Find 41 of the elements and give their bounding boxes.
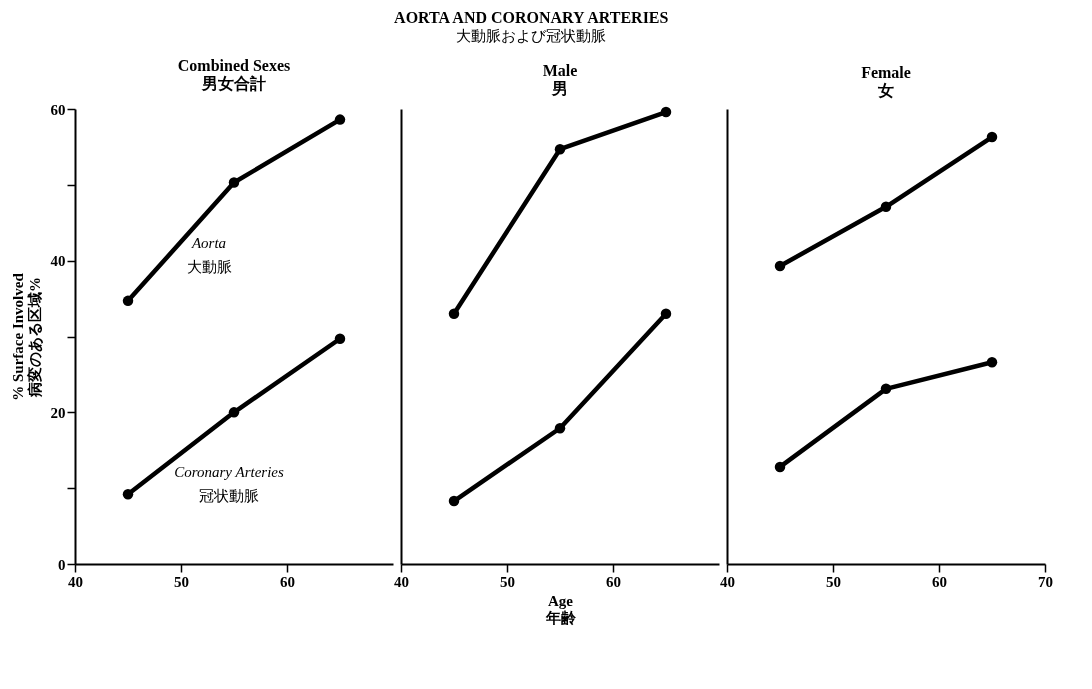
x-tick-label: 40 — [394, 573, 409, 590]
chart-title: Combined Sexes 男女合計 — [177, 57, 291, 92]
x-tick-label: 50 — [500, 573, 515, 590]
x-tick-label: 60 — [280, 573, 295, 590]
y-tick-label: 0 — [58, 556, 66, 573]
text: 大動脈および冠状動脈 — [456, 28, 607, 44]
chart-title: Female 女 — [861, 64, 911, 99]
x-axis-title: Age 年齢 — [544, 592, 577, 626]
y-tick-label: 20 — [50, 404, 66, 421]
point — [122, 295, 134, 307]
point — [228, 177, 240, 188]
x-tick-label: 60 — [932, 573, 947, 590]
point — [554, 143, 566, 155]
point — [448, 495, 460, 507]
chart-title: Male 男 — [542, 61, 578, 97]
x-tick-label: 60 — [606, 573, 621, 590]
text: AORTA AND CORONARY ARTERIES — [394, 9, 669, 26]
point — [228, 407, 240, 418]
point — [880, 383, 892, 395]
point — [554, 423, 566, 434]
x-tick-label: 50 — [826, 573, 841, 590]
point — [774, 260, 786, 272]
y-axis-title: % Surface Involved 病変のある区域% — [9, 272, 43, 401]
x-tick-label: 50 — [174, 573, 189, 590]
point — [334, 114, 346, 125]
point — [986, 357, 998, 368]
x-tick-label: 40 — [68, 573, 83, 590]
point — [448, 308, 460, 319]
point — [660, 106, 672, 118]
point — [334, 333, 346, 345]
series-label: Aorta 大動脈 — [186, 234, 232, 275]
point — [774, 461, 786, 473]
point — [122, 489, 134, 500]
x-tick-label: 70 — [1038, 573, 1053, 590]
y-tick-label: 60 — [50, 101, 66, 118]
series-label: Coronary Arteries 冠状動脈 — [174, 464, 284, 505]
point — [880, 201, 892, 213]
x-tick-label: 40 — [720, 573, 735, 590]
point — [986, 131, 998, 143]
point — [660, 308, 672, 319]
y-tick-label: 40 — [50, 253, 66, 270]
